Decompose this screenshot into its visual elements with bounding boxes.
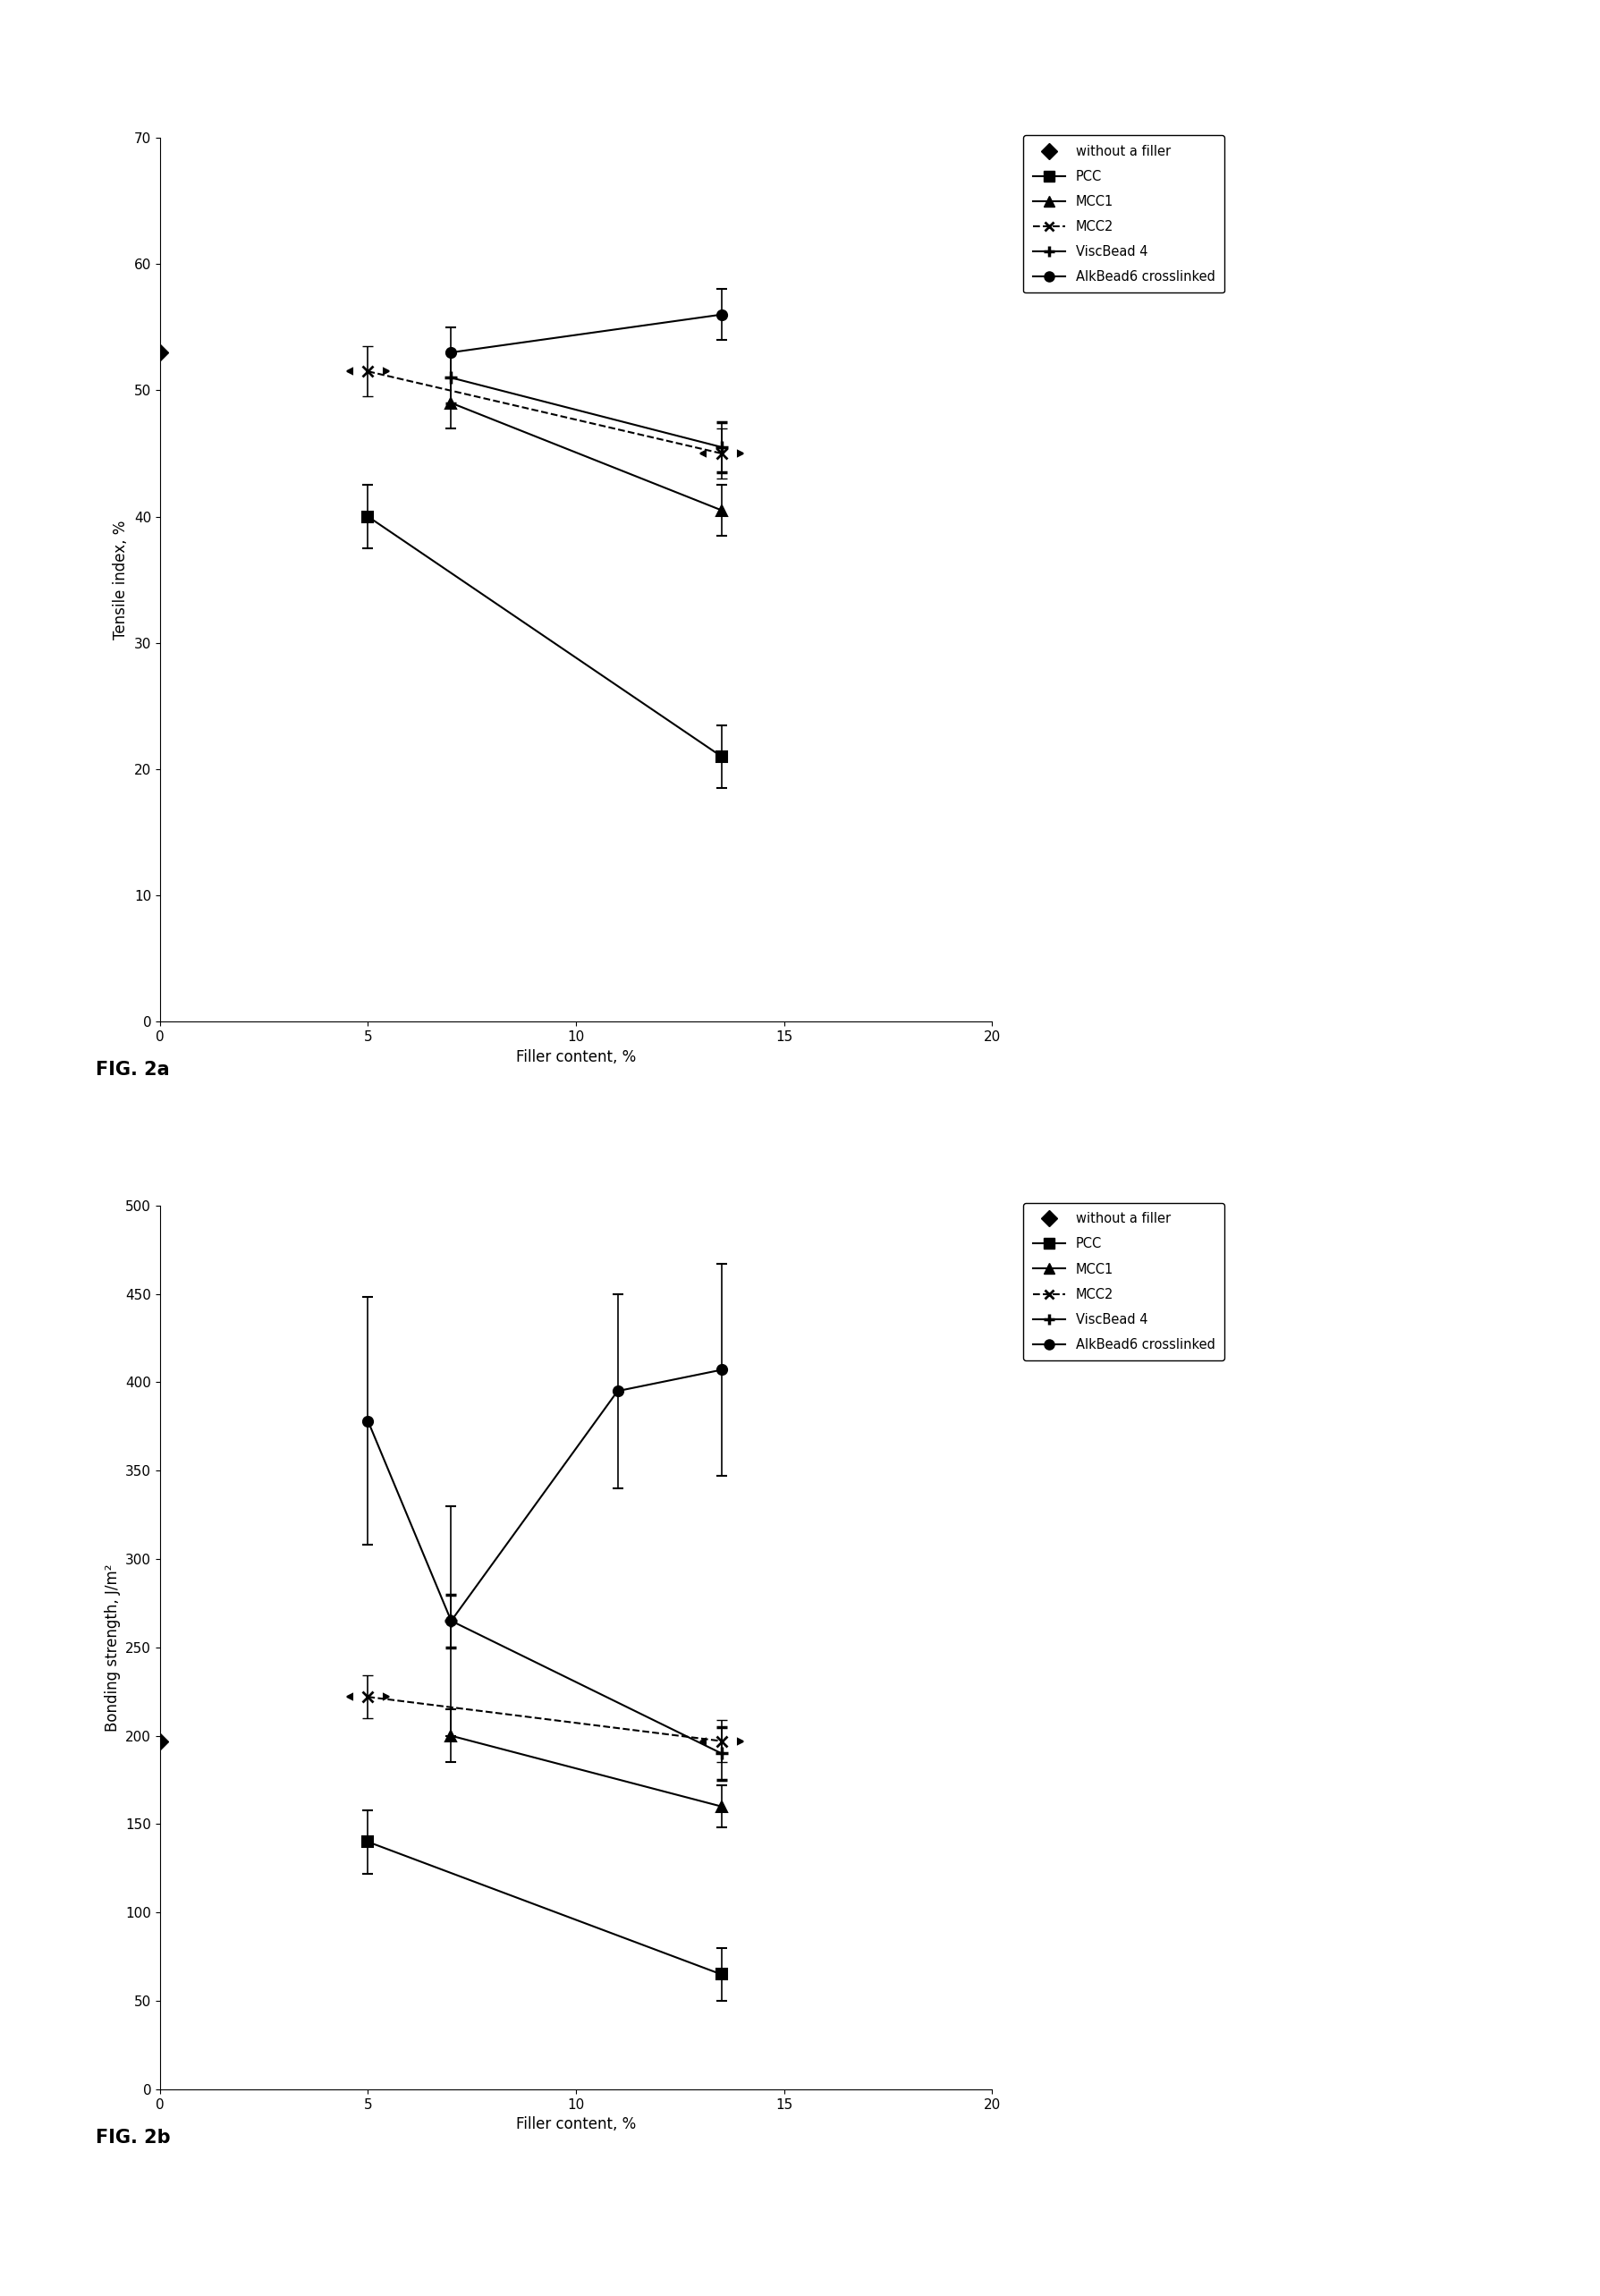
Y-axis label: Bonding strength, J/m²: Bonding strength, J/m² <box>104 1564 120 1731</box>
Legend: without a filler, PCC, MCC1, MCC2, ViscBead 4, AlkBead6 crosslinked: without a filler, PCC, MCC1, MCC2, ViscB… <box>1024 1203 1224 1362</box>
Text: FIG. 2a: FIG. 2a <box>96 1061 170 1079</box>
Y-axis label: Tensile index, %: Tensile index, % <box>114 521 130 638</box>
X-axis label: Filler content, %: Filler content, % <box>515 1049 637 1065</box>
Legend: without a filler, PCC, MCC1, MCC2, ViscBead 4, AlkBead6 crosslinked: without a filler, PCC, MCC1, MCC2, ViscB… <box>1024 135 1224 294</box>
X-axis label: Filler content, %: Filler content, % <box>515 2117 637 2133</box>
Text: FIG. 2b: FIG. 2b <box>96 2128 171 2147</box>
